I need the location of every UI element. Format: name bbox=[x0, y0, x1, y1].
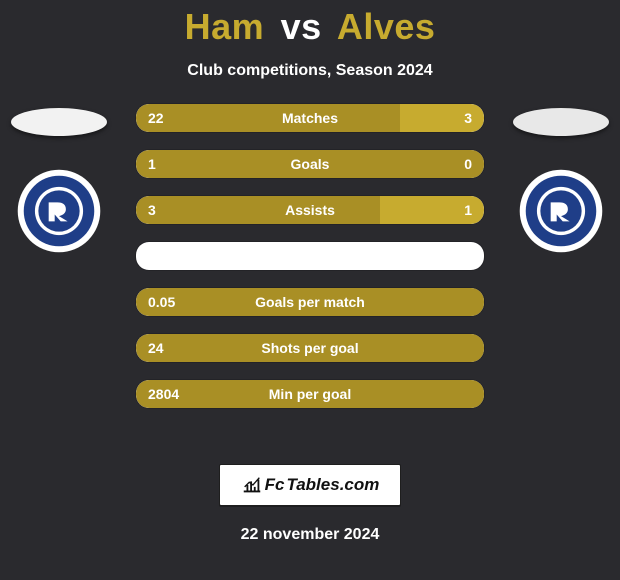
stat-row: 223Matches bbox=[136, 104, 484, 132]
stat-row: 2804Min per goal bbox=[136, 380, 484, 408]
stat-label: Min per goal bbox=[136, 380, 484, 408]
chart-icon bbox=[241, 474, 263, 496]
right-club-crest-icon: INDEPENDIENTE RIVADAVIA MENDOZA bbox=[518, 168, 604, 254]
left-player-column: INDEPENDIENTE RIVADAVIA MENDOZA bbox=[4, 104, 114, 254]
stat-label: Goals bbox=[136, 150, 484, 178]
right-player-column: INDEPENDIENTE RIVADAVIA MENDOZA bbox=[506, 104, 616, 254]
comparison-card: Ham vs Alves Club competitions, Season 2… bbox=[0, 0, 620, 580]
left-club-crest-icon: INDEPENDIENTE RIVADAVIA MENDOZA bbox=[16, 168, 102, 254]
stat-row: 00Hattricks bbox=[136, 242, 484, 270]
player2-name: Alves bbox=[337, 6, 436, 47]
right-avatar-ellipse bbox=[513, 108, 609, 136]
subtitle: Club competitions, Season 2024 bbox=[0, 62, 620, 80]
stat-row: 31Assists bbox=[136, 196, 484, 224]
stat-label: Shots per goal bbox=[136, 334, 484, 362]
stat-row: 0.05Goals per match bbox=[136, 288, 484, 316]
stat-bars: 223Matches 10Goals 31Assists 00Hattricks 0.0… bbox=[136, 104, 484, 408]
footer-date: 22 november 2024 bbox=[0, 526, 620, 544]
brand-fc: Fc bbox=[265, 475, 285, 495]
player1-name: Ham bbox=[185, 6, 265, 47]
stat-label: Hattricks bbox=[136, 242, 484, 270]
brand-domain: Tables.com bbox=[286, 475, 379, 495]
source-badge: Fc Tables.com bbox=[219, 464, 401, 506]
left-avatar-ellipse bbox=[11, 108, 107, 136]
stat-label: Goals per match bbox=[136, 288, 484, 316]
stat-row: 10Goals bbox=[136, 150, 484, 178]
vs-text: vs bbox=[281, 6, 322, 47]
title-row: Ham vs Alves bbox=[0, 6, 620, 48]
stat-label: Matches bbox=[136, 104, 484, 132]
main-area: INDEPENDIENTE RIVADAVIA MENDOZA INDEPEND… bbox=[0, 104, 620, 434]
stat-label: Assists bbox=[136, 196, 484, 224]
stat-row: 24Shots per goal bbox=[136, 334, 484, 362]
